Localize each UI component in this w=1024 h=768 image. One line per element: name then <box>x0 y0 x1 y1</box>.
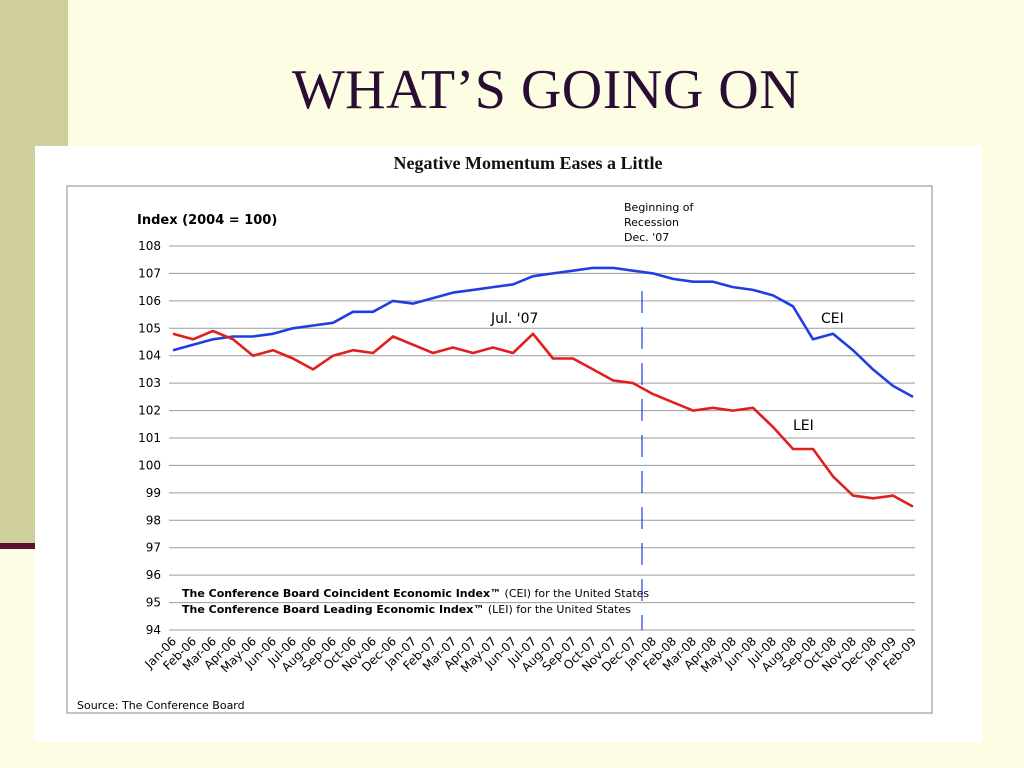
y-tick-label: 108 <box>138 239 161 253</box>
cei-line <box>172 266 914 399</box>
series-labels: Jul. '07 CEI LEI <box>490 311 844 434</box>
y-tick-label: 102 <box>138 404 161 418</box>
y-tick-label: 97 <box>146 541 161 555</box>
y-tick-label: 105 <box>138 321 161 335</box>
y-tick-label: 96 <box>146 568 161 582</box>
y-tick-label: 95 <box>146 596 161 610</box>
source-note: Source: The Conference Board <box>77 699 245 712</box>
slide-title: WHAT’S GOING ON <box>291 59 801 121</box>
chart-title: Negative Momentum Eases a Little <box>394 153 663 173</box>
plot-frame <box>66 185 933 714</box>
recession-marker: Beginning of Recession Dec. '07 <box>624 201 695 630</box>
series-note: The Conference Board Coincident Economic… <box>182 587 649 600</box>
x-axis-ticks: Jan-06Feb-06Mar-06Apr-06May-06Jun-06Jul-… <box>142 634 920 675</box>
y-tick-label: 98 <box>146 513 161 527</box>
left-accent-rule <box>0 543 68 549</box>
lei-series-label: LEI <box>793 418 814 434</box>
chart-panel: Negative Momentum Eases a Little Index (… <box>35 146 982 742</box>
cei-series-label: CEI <box>821 311 844 327</box>
line-chart: Negative Momentum Eases a Little Index (… <box>66 153 933 714</box>
series-lines <box>172 266 914 508</box>
y-tick-label: 94 <box>146 623 161 637</box>
recession-label: Recession <box>624 216 679 229</box>
y-tick-label: 101 <box>138 431 161 445</box>
y-tick-label: 107 <box>138 266 161 280</box>
y-tick-label: 106 <box>138 294 161 308</box>
y-tick-label: 100 <box>138 458 161 472</box>
y-tick-label: 103 <box>138 376 161 390</box>
recession-label: Dec. '07 <box>624 231 669 244</box>
grid-lines <box>169 245 915 631</box>
y-tick-label: 104 <box>138 349 161 363</box>
chart-notes: The Conference Board Coincident Economic… <box>182 587 649 616</box>
peak-annotation: Jul. '07 <box>490 311 538 327</box>
lei-line <box>172 329 914 508</box>
y-axis-ticks: 94 95 96 97 98 99 100 101 102 103 104 105 106 107 108 <box>138 239 161 637</box>
y-axis-title: Index (2004 = 100) <box>137 213 277 228</box>
y-tick-label: 99 <box>146 486 161 500</box>
recession-label: Beginning of <box>624 201 695 214</box>
series-note: The Conference Board Leading Economic In… <box>182 603 631 616</box>
